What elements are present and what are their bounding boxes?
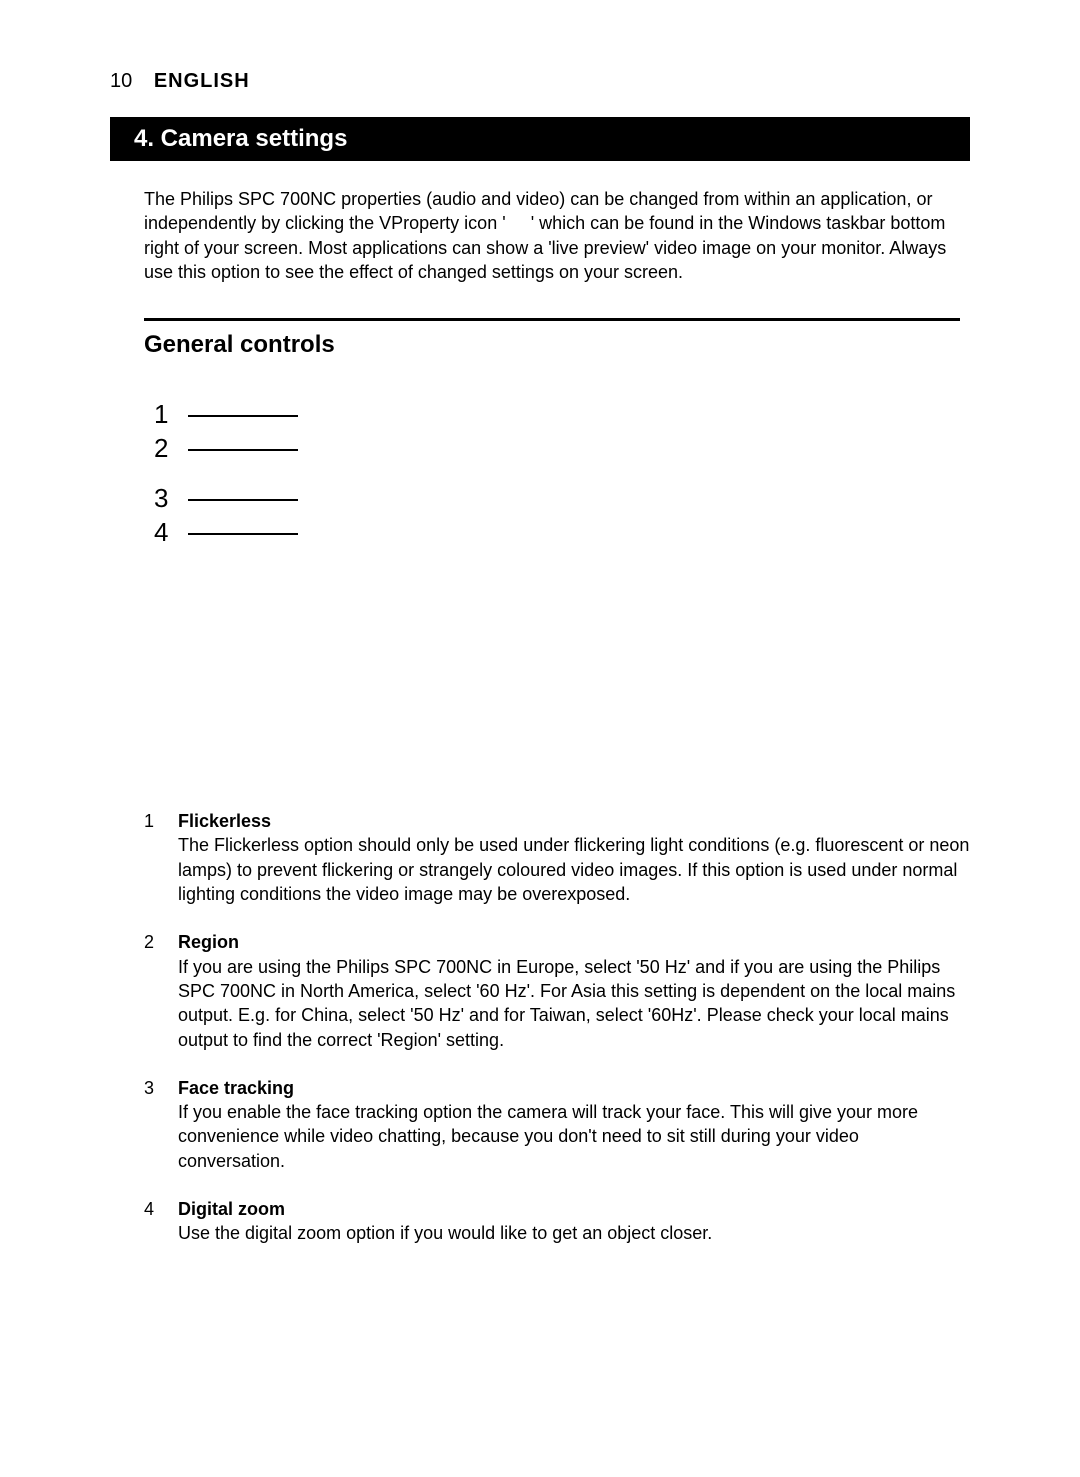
item-body: Region If you are using the Philips SPC … [178,930,970,1051]
callout-diagram: 1 2 3 4 [154,397,970,549]
diagram-row: 2 [154,431,970,465]
diagram-row: 3 [154,481,970,515]
page-header: 10 ENGLISH [110,70,970,93]
item-number: 3 [144,1076,178,1173]
diagram-number: 4 [154,517,182,548]
item-title: Region [178,930,970,954]
document-page: 10 ENGLISH 4. Camera settings The Philip… [0,0,1080,1477]
item-text: Use the digital zoom option if you would… [178,1223,712,1243]
intro-paragraph: The Philips SPC 700NC properties (audio … [144,187,970,284]
description-item: 3 Face tracking If you enable the face t… [144,1076,970,1173]
item-body: Face tracking If you enable the face tra… [178,1076,970,1173]
description-item: 4 Digital zoom Use the digital zoom opti… [144,1197,970,1246]
item-title: Digital zoom [178,1197,970,1221]
section-title-bar: 4. Camera settings [110,117,970,161]
diagram-number: 3 [154,483,182,514]
item-number: 2 [144,930,178,1051]
section-divider [144,318,960,321]
item-title: Flickerless [178,809,970,833]
item-number: 1 [144,809,178,906]
description-list: 1 Flickerless The Flickerless option sho… [144,809,970,1245]
vproperty-icon [511,213,526,233]
description-item: 1 Flickerless The Flickerless option sho… [144,809,970,906]
item-body: Digital zoom Use the digital zoom option… [178,1197,970,1246]
subheading-general-controls: General controls [144,331,970,359]
diagram-leader-line [188,533,298,535]
page-number: 10 [110,70,132,92]
diagram-row: 4 [154,515,970,549]
item-body: Flickerless The Flickerless option shoul… [178,809,970,906]
diagram-row: 1 [154,397,970,431]
page-language: ENGLISH [154,70,250,92]
diagram-leader-line [188,415,298,417]
item-text: If you enable the face tracking option t… [178,1102,918,1171]
diagram-leader-line [188,499,298,501]
diagram-number: 1 [154,399,182,430]
item-text: The Flickerless option should only be us… [178,835,969,904]
diagram-number: 2 [154,433,182,464]
item-number: 4 [144,1197,178,1246]
item-text: If you are using the Philips SPC 700NC i… [178,957,955,1050]
description-item: 2 Region If you are using the Philips SP… [144,930,970,1051]
item-title: Face tracking [178,1076,970,1100]
diagram-leader-line [188,449,298,451]
